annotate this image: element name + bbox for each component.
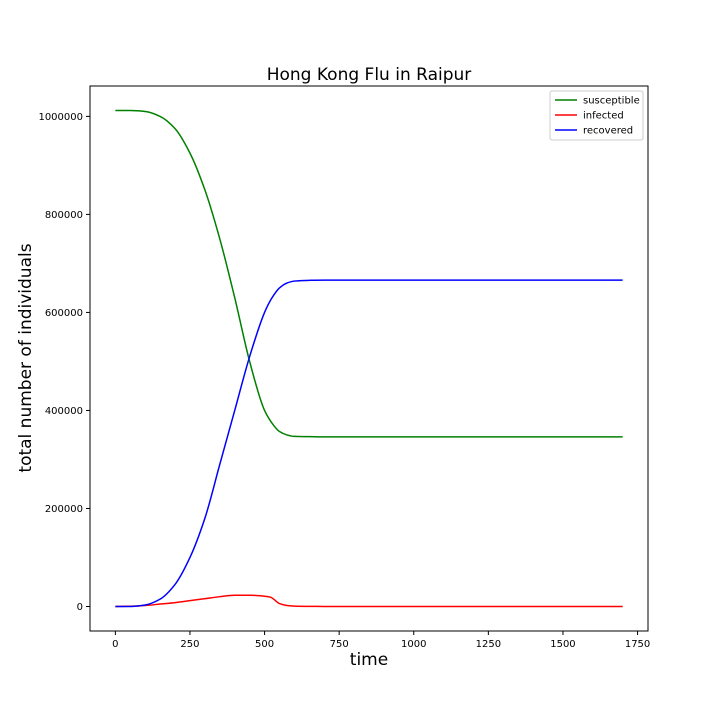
y-axis-label: total number of individuals bbox=[16, 243, 36, 472]
series-layer bbox=[115, 109, 623, 608]
x-axis: 0 250 500 750 1000 1250 1500 1750 bbox=[112, 631, 650, 650]
legend-box bbox=[549, 90, 644, 141]
legend-label-susceptible: susceptible bbox=[583, 96, 640, 107]
y-axis: 0 200000 400000 600000 800000 1000000 bbox=[38, 112, 90, 613]
x-tick-label: 1500 bbox=[550, 639, 575, 650]
y-tick-label: 800000 bbox=[45, 210, 83, 221]
x-tick-label: 0 bbox=[112, 639, 118, 650]
y-tick-label: 1000000 bbox=[38, 112, 83, 123]
y-tick-label: 0 bbox=[77, 602, 83, 613]
legend: susceptible infected recovered bbox=[549, 90, 644, 141]
y-tick-label: 200000 bbox=[45, 504, 83, 515]
x-tick-label: 750 bbox=[330, 639, 349, 650]
y-tick-label: 400000 bbox=[45, 406, 83, 417]
plot-frame bbox=[89, 85, 649, 632]
x-tick-label: 1750 bbox=[625, 639, 650, 650]
y-tick-label: 600000 bbox=[45, 308, 83, 319]
legend-label-infected: infected bbox=[583, 111, 624, 122]
x-tick-label: 250 bbox=[180, 639, 199, 650]
legend-label-recovered: recovered bbox=[583, 126, 633, 137]
chart-title: Hong Kong Flu in Raipur bbox=[267, 65, 472, 85]
x-axis-label: time bbox=[350, 650, 388, 670]
x-tick-label: 1250 bbox=[476, 639, 501, 650]
series-line-susceptible bbox=[115, 109, 623, 438]
series-line-infected bbox=[115, 594, 623, 608]
x-tick-label: 500 bbox=[255, 639, 274, 650]
series-line-recovered bbox=[115, 279, 623, 608]
x-tick-label: 1000 bbox=[401, 639, 426, 650]
